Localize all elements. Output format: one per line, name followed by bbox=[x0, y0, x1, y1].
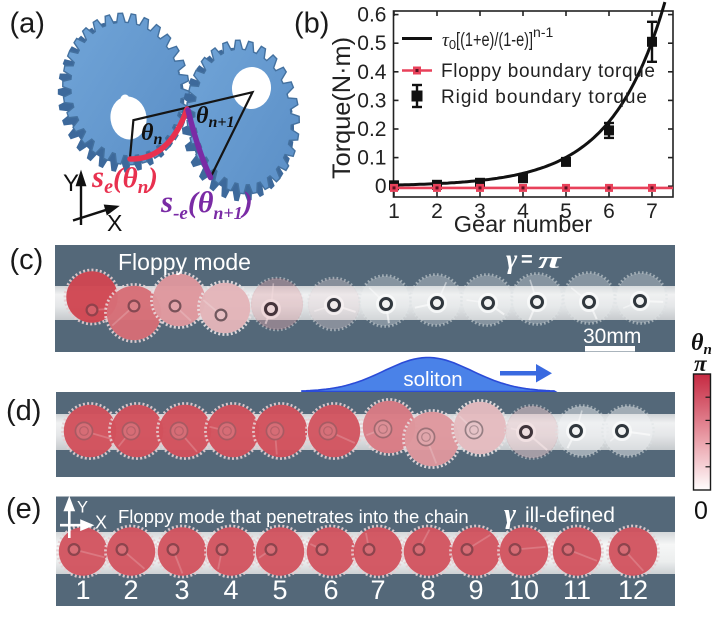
svg-text:10: 10 bbox=[509, 575, 539, 605]
svg-text:30mm: 30mm bbox=[583, 325, 641, 348]
svg-text:τ0[(1+e)/(1-e)]n-1: τ0[(1+e)/(1-e)]n-1 bbox=[442, 24, 553, 52]
svg-text:(c): (c) bbox=[10, 244, 44, 276]
svg-text:0: 0 bbox=[375, 175, 387, 198]
svg-text:0.4: 0.4 bbox=[357, 61, 387, 84]
svg-text:1: 1 bbox=[75, 575, 90, 605]
svg-text:0.2: 0.2 bbox=[357, 118, 386, 141]
svg-text:ill-defined: ill-defined bbox=[525, 504, 615, 527]
svg-text:0.3: 0.3 bbox=[357, 89, 386, 112]
svg-text:θn+1: θn+1 bbox=[196, 103, 234, 131]
svg-text:Floppy mode that penetrates in: Floppy mode that penetrates into the cha… bbox=[118, 506, 469, 527]
svg-text:11: 11 bbox=[563, 575, 591, 605]
svg-text:4: 4 bbox=[517, 200, 529, 223]
svg-text:Floppy mode: Floppy mode bbox=[118, 249, 251, 275]
svg-text:6: 6 bbox=[323, 575, 338, 605]
svg-text:X: X bbox=[95, 513, 107, 533]
svg-text:Torque(N·m): Torque(N·m) bbox=[328, 37, 356, 179]
svg-text:5: 5 bbox=[560, 200, 572, 223]
svg-text:γ: γ bbox=[506, 244, 518, 274]
svg-text:π: π bbox=[538, 248, 563, 274]
svg-text:=: = bbox=[521, 249, 533, 271]
svg-text:0.1: 0.1 bbox=[357, 147, 386, 170]
svg-text:1: 1 bbox=[388, 200, 400, 223]
svg-text:0.6: 0.6 bbox=[357, 4, 386, 27]
svg-text:se(θn): se(θn) bbox=[91, 159, 158, 198]
svg-text:(d): (d) bbox=[6, 395, 41, 427]
svg-text:9: 9 bbox=[468, 575, 483, 605]
svg-text:(b): (b) bbox=[294, 7, 329, 39]
svg-text:6: 6 bbox=[603, 200, 615, 223]
svg-text:π: π bbox=[694, 351, 708, 376]
svg-text:5: 5 bbox=[272, 575, 287, 605]
svg-text:γ: γ bbox=[504, 498, 517, 530]
svg-text:0.5: 0.5 bbox=[357, 32, 386, 55]
svg-text:2: 2 bbox=[431, 200, 443, 223]
svg-text:X: X bbox=[107, 210, 122, 236]
svg-text:2: 2 bbox=[123, 575, 138, 605]
svg-text:Y: Y bbox=[77, 499, 88, 517]
svg-text:7: 7 bbox=[646, 200, 658, 223]
svg-text:soliton: soliton bbox=[403, 368, 462, 391]
svg-text:(e): (e) bbox=[6, 493, 41, 525]
svg-text:Y: Y bbox=[63, 170, 79, 197]
svg-text:Rigid boundary torque: Rigid boundary torque bbox=[441, 87, 647, 108]
svg-text:(a): (a) bbox=[10, 8, 45, 40]
svg-text:12: 12 bbox=[618, 575, 648, 605]
svg-text:3: 3 bbox=[474, 200, 486, 223]
svg-text:3: 3 bbox=[174, 575, 189, 605]
svg-text:4: 4 bbox=[223, 575, 238, 605]
svg-text:8: 8 bbox=[420, 575, 435, 605]
svg-text:7: 7 bbox=[370, 575, 385, 605]
svg-text:Gear number: Gear number bbox=[454, 211, 593, 237]
svg-text:Floppy boundary torque: Floppy boundary torque bbox=[441, 61, 655, 82]
svg-text:0: 0 bbox=[694, 497, 708, 525]
